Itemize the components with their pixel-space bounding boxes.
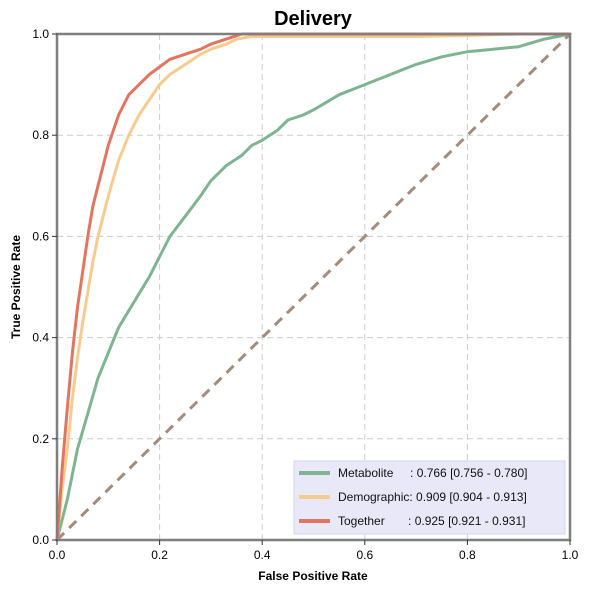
x-tick-label: 0.2: [151, 548, 168, 562]
x-tick-label: 0.8: [459, 548, 476, 562]
chart-title: Delivery: [274, 8, 353, 30]
tick-layer: 0.0 0.2 0.4 0.6 0.8 1.0 0.0 0.2 0.4 0.6 0.8 1.0: [32, 27, 578, 562]
y-tick-label: 0.6: [32, 229, 49, 243]
reference-line-layer: [55, 32, 572, 542]
x-axis-title: False Positive Rate: [258, 569, 368, 583]
y-tick-label: 0.4: [32, 331, 49, 345]
y-tick-label: 1.0: [32, 27, 49, 41]
legend-label-together: Together : 0.925 [0.921 - 0.931]: [338, 514, 525, 528]
legend-box: [293, 460, 566, 535]
plot-frame: [55, 32, 572, 542]
grid: [57, 34, 570, 540]
y-tick-label: 0.0: [32, 533, 49, 547]
x-tick-label: 1.0: [562, 548, 579, 562]
x-tick-label: 0.0: [49, 548, 66, 562]
series-line-metabolite: [55, 32, 572, 542]
y-tick-label: 0.8: [32, 128, 49, 142]
x-tick-label: 0.4: [254, 548, 271, 562]
reference-diagonal: [55, 32, 572, 542]
series-line-demographic: [55, 32, 572, 542]
legend-label-demographic: Demographic: 0.909 [0.904 - 0.913]: [338, 490, 527, 504]
x-tick-label: 0.6: [356, 548, 373, 562]
legend-label-metabolite: Metabolite : 0.766 [0.756 - 0.780]: [338, 466, 527, 480]
legend: Metabolite : 0.766 [0.756 - 0.780] Demogr…: [293, 460, 566, 535]
y-tick-label: 0.2: [32, 432, 49, 446]
y-axis-title: True Positive Rate: [9, 235, 23, 339]
